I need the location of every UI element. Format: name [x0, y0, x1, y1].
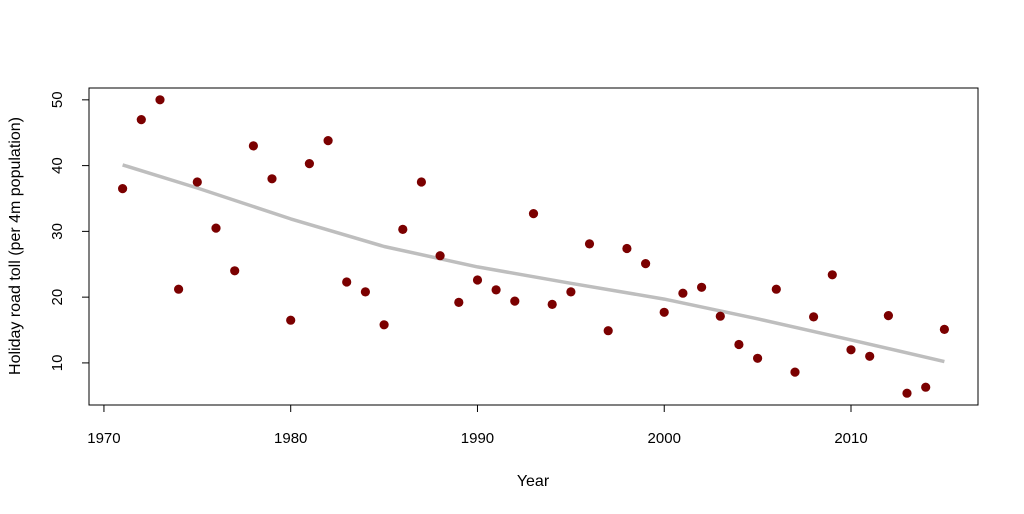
y-tick-label: 10: [49, 355, 66, 372]
data-point-1987: [416, 177, 426, 187]
data-point-1977: [230, 266, 240, 276]
data-point-1980: [286, 315, 296, 325]
data-point-1973: [155, 95, 165, 105]
data-point-1975: [192, 177, 202, 187]
data-point-2006: [771, 284, 781, 294]
data-point-2007: [790, 367, 800, 377]
data-point-2002: [697, 282, 707, 292]
data-point-2009: [827, 270, 837, 280]
data-point-1971: [118, 184, 128, 194]
y-axis: 10 20 30 40 50: [49, 91, 90, 372]
y-axis-title: Holiday road toll (per 4m population): [7, 117, 24, 375]
data-point-1979: [267, 174, 277, 184]
data-point-1974: [174, 284, 184, 294]
data-point-1991: [491, 285, 501, 295]
x-tick-label: 2010: [834, 430, 867, 447]
plot-frame: [88, 87, 979, 406]
data-point-1996: [584, 239, 595, 249]
y-tick-label: 20: [49, 289, 66, 306]
data-point-1985: [379, 320, 389, 330]
data-point-1993: [528, 209, 539, 219]
x-tick-label: 2000: [648, 430, 681, 447]
x-axis-title: Year: [517, 473, 550, 490]
data-point-1981: [304, 159, 314, 169]
data-point-2012: [883, 311, 894, 321]
x-axis: 1970 1980 1990 2000 2010: [87, 404, 868, 447]
data-point-2013: [902, 388, 912, 398]
data-point-1986: [398, 224, 408, 234]
data-point-2004: [734, 339, 744, 350]
data-point-1978: [248, 141, 258, 151]
data-point-1990: [472, 275, 483, 285]
data-point-1998: [622, 243, 632, 254]
x-tick-label: 1980: [274, 430, 307, 447]
y-tick-label: 40: [49, 157, 66, 174]
data-point-2010: [846, 345, 856, 355]
data-point-1983: [342, 277, 352, 287]
data-point-1982: [323, 136, 333, 146]
data-point-1995: [566, 287, 576, 297]
data-point-1992: [510, 296, 520, 306]
data-point-1999: [641, 259, 651, 269]
data-point-2015: [939, 324, 950, 334]
data-point-2003: [715, 311, 725, 321]
trend-line: [122, 163, 945, 364]
data-point-1994: [547, 299, 557, 309]
data-point-1976: [211, 223, 221, 233]
plot-marks: [118, 95, 950, 398]
data-point-2001: [678, 288, 688, 298]
data-point-2000: [659, 307, 669, 317]
data-point-1984: [360, 287, 370, 297]
data-point-2008: [809, 312, 819, 322]
data-point-1989: [454, 297, 464, 307]
data-point-1997: [603, 326, 613, 336]
x-tick-label: 1990: [461, 430, 494, 447]
y-tick-label: 30: [49, 223, 66, 240]
data-point-1988: [435, 251, 445, 261]
data-point-1972: [136, 115, 146, 125]
data-point-2014: [921, 382, 931, 392]
data-point-2005: [753, 353, 763, 363]
x-tick-label: 1970: [87, 430, 120, 447]
y-tick-label: 50: [49, 91, 66, 108]
data-point-2011: [865, 351, 875, 361]
